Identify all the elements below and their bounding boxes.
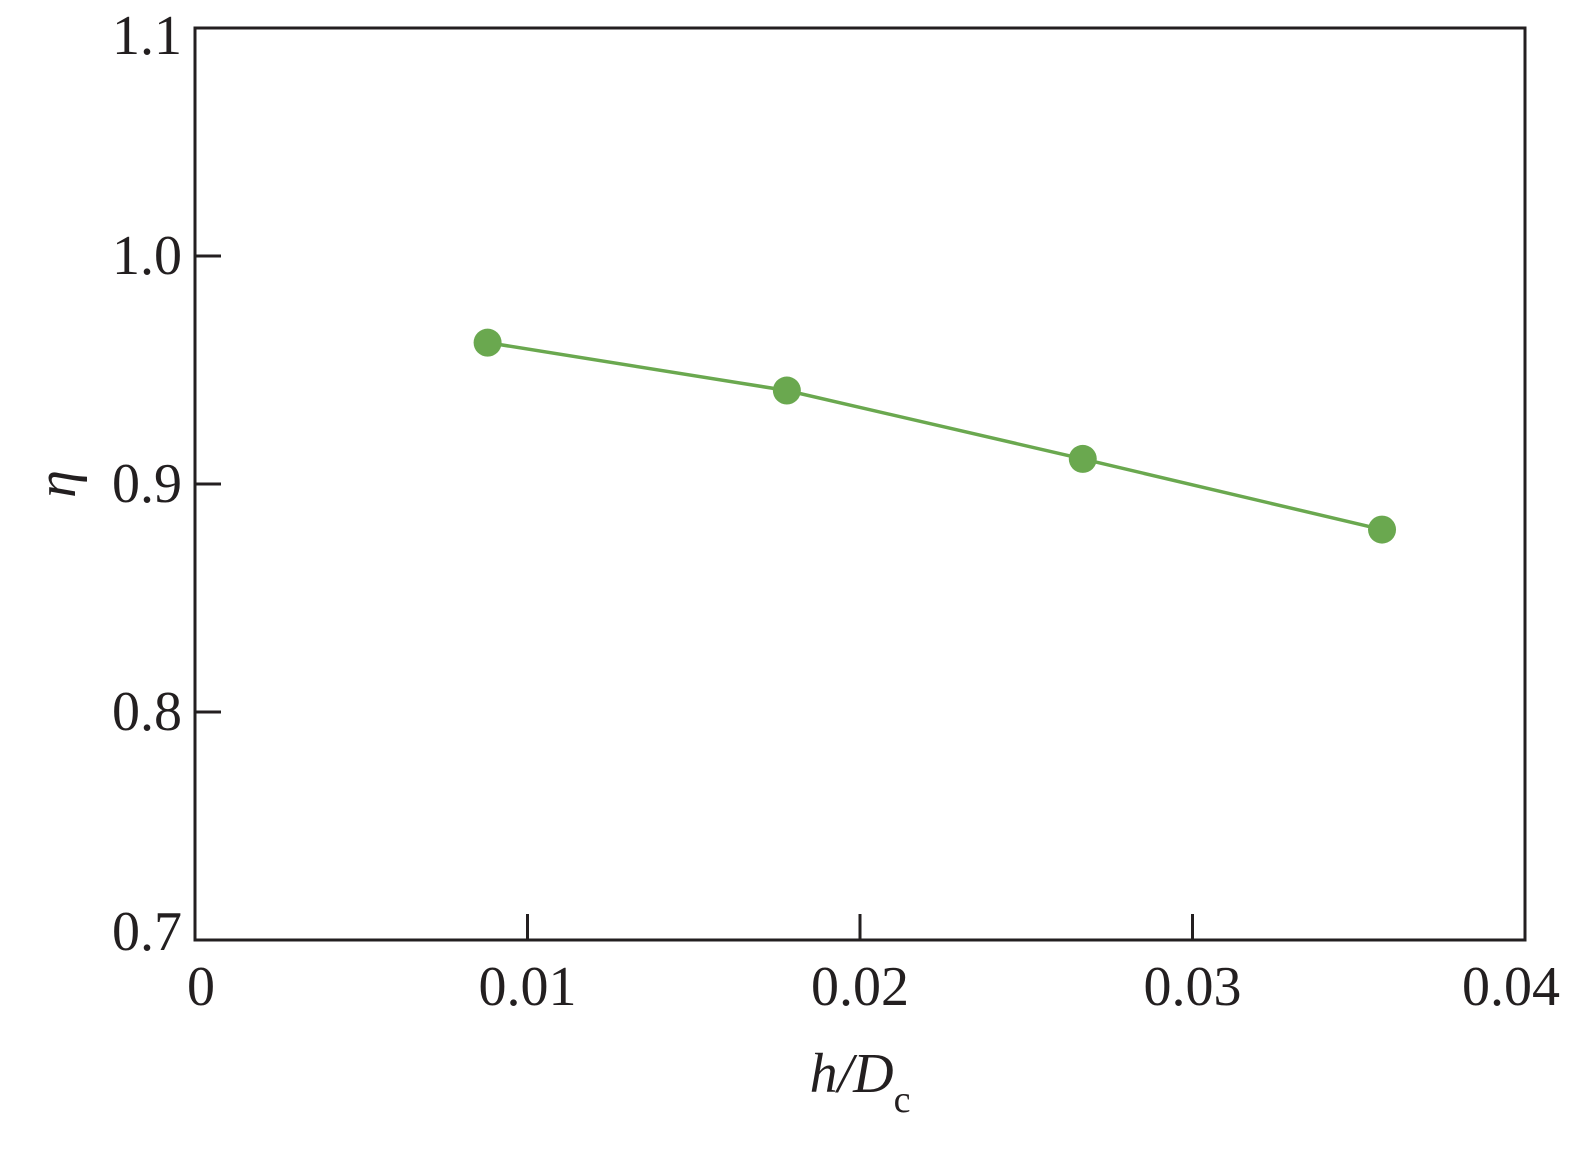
y-tick-label: 0.8	[112, 681, 182, 743]
x-tick-label: 0.04	[1462, 956, 1560, 1018]
x-tick-label: 0.03	[1144, 956, 1242, 1018]
y-tick-label: 1.1	[112, 5, 182, 67]
x-axis: 0 0.01 0.02 0.03 0.04	[187, 914, 1560, 1018]
x-axis-label-main: h/D	[810, 1043, 894, 1105]
series-layer	[473, 328, 1397, 544]
x-axis-label-subscript: c	[894, 1079, 911, 1121]
y-axis: 0.7 0.8 0.9 1.0 1.1	[112, 5, 221, 963]
y-axis-label: η	[26, 470, 88, 498]
data-point	[772, 376, 801, 405]
y-tick-label: 0.9	[112, 453, 182, 515]
x-axis-label: h/Dc	[810, 1043, 911, 1121]
y-tick-label: 1.0	[112, 225, 182, 287]
data-point	[1068, 444, 1097, 473]
series-line	[487, 340, 1383, 532]
data-point	[473, 328, 502, 357]
y-tick-label: 0.7	[112, 901, 182, 963]
plot-frame	[193, 26, 1527, 942]
x-tick-label: 0.02	[811, 956, 909, 1018]
data-point	[1368, 515, 1397, 544]
x-tick-label: 0	[187, 956, 215, 1018]
x-tick-label: 0.01	[479, 956, 577, 1018]
